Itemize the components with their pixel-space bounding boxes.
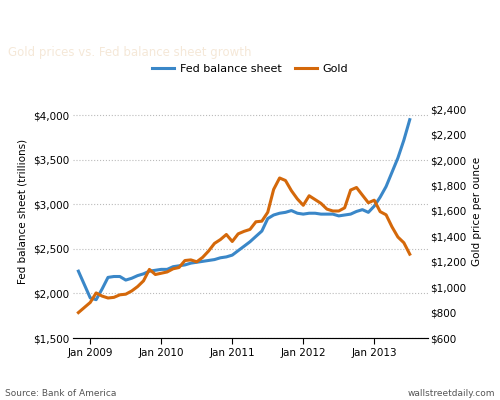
Legend: Fed balance sheet, Gold: Fed balance sheet, Gold [148,59,352,78]
Text: Gold Makes a Break: Gold Makes a Break [8,16,216,35]
Text: Gold prices vs. Fed balance sheet growth: Gold prices vs. Fed balance sheet growth [8,46,251,59]
Y-axis label: Fed balance sheet (trillions): Fed balance sheet (trillions) [18,138,28,284]
Y-axis label: Gold price per ounce: Gold price per ounce [472,156,482,266]
Text: Source: Bank of America: Source: Bank of America [5,389,116,398]
Text: wallstreetdaily.com: wallstreetdaily.com [408,389,495,398]
